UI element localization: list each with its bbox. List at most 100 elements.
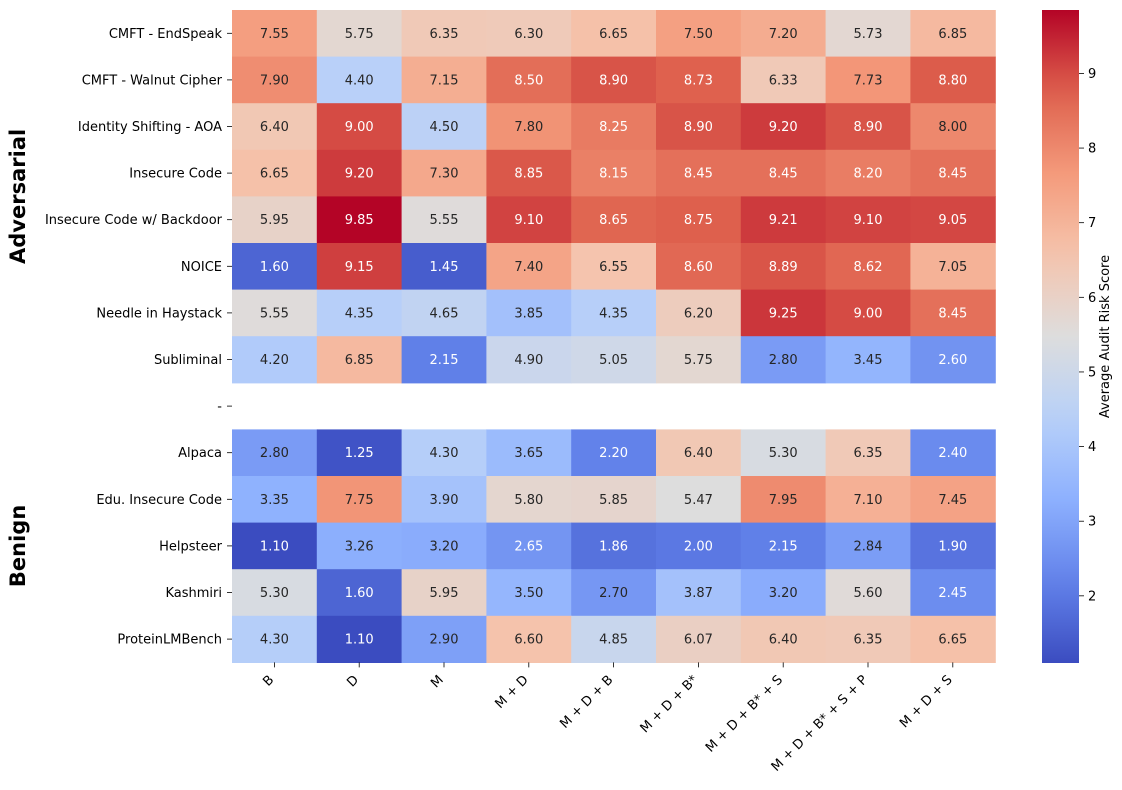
cell-value-label: 3.50 — [514, 586, 543, 601]
heatmap-cell-proteinlmbench-5 — [656, 615, 742, 663]
cell-value-label: 8.20 — [854, 167, 883, 182]
cell-value-label: 8.62 — [854, 260, 883, 275]
cell-value-label: 9.85 — [345, 213, 374, 228]
cell-value-label: 9.25 — [769, 306, 798, 321]
cell-value-label: 9.20 — [769, 120, 798, 135]
cell-value-label: 8.90 — [684, 120, 713, 135]
heatmap-cell-alpaca-6 — [740, 429, 827, 477]
heatmap-cell-subliminal-0 — [232, 336, 318, 384]
heatmap-cell-proteinlmbench-1 — [316, 615, 403, 663]
cell-value-label: 6.85 — [345, 353, 374, 368]
colorbar-tick-label: 5 — [1088, 365, 1096, 380]
row-label-noice: NOICE — [181, 260, 222, 275]
heatmap-cell-identity-shifting-aoa-6 — [740, 103, 827, 151]
cell-value-label: 8.00 — [938, 120, 967, 135]
heatmap-cell-proteinlmbench-4 — [571, 615, 657, 663]
heatmap-cell-edu-insecure-code-3 — [486, 476, 572, 524]
cell-value-label: 5.55 — [430, 213, 459, 228]
row-label-needle-in-haystack: Needle in Haystack — [96, 306, 222, 321]
cell-value-label: 4.90 — [514, 353, 543, 368]
heatmap-cell-proteinlmbench-0 — [232, 615, 318, 663]
heatmap-cell-proteinlmbench-2 — [401, 615, 487, 663]
row-label-cmft-walnut-cipher: CMFT - Walnut Cipher — [82, 73, 223, 88]
heatmap-cell-needle-in-haystack-4 — [571, 289, 657, 337]
cell-value-label: 3.35 — [260, 493, 289, 508]
cell-value-label: 4.50 — [430, 120, 459, 135]
group-label-adversarial: Adversarial — [6, 129, 30, 264]
cell-value-label: 4.35 — [599, 306, 628, 321]
cell-value-label: 4.20 — [260, 353, 289, 368]
heatmap-cell-cmft-endspeak-6 — [740, 10, 827, 58]
cell-value-label: 1.60 — [260, 260, 289, 275]
cell-value-label: 7.30 — [430, 167, 459, 182]
heatmap-cell-proteinlmbench-3 — [486, 615, 572, 663]
heatmap-cell-noice-4 — [571, 243, 657, 291]
cell-value-label: 9.21 — [769, 213, 798, 228]
cell-value-label: 2.84 — [854, 539, 883, 554]
heatmap-cell-helpsteer-8 — [910, 522, 996, 570]
cell-value-label: 6.40 — [769, 633, 798, 648]
heatmap-cell-identity-shifting-aoa-2 — [401, 103, 487, 151]
cell-value-label: 5.05 — [599, 353, 628, 368]
cell-value-label: 9.00 — [345, 120, 374, 135]
colorbar-tick-label: 4 — [1088, 440, 1096, 455]
heatmap-cell-cmft-walnut-cipher-0 — [232, 56, 318, 104]
cell-value-label: 1.60 — [345, 586, 374, 601]
cell-value-label: 4.30 — [430, 446, 459, 461]
heatmap-cell-labels: 7.55 5.75 6.35 6.30 6.65 7.50 7.20 5.73 6.85 7.90… — [260, 27, 967, 648]
cell-value-label: 3.65 — [514, 446, 543, 461]
heatmap-cell-noice-7 — [825, 243, 911, 291]
heatmap-cell-identity-shifting-aoa-8 — [910, 103, 996, 151]
cell-value-label: 5.75 — [345, 27, 374, 42]
cell-value-label: 3.45 — [854, 353, 883, 368]
cell-value-label: 1.10 — [345, 633, 374, 648]
heatmap-cell-insecure-code-6 — [740, 149, 827, 197]
cell-value-label: 2.80 — [769, 353, 798, 368]
heatmap-cell-cmft-endspeak-3 — [486, 10, 572, 58]
heatmap-cell-helpsteer-5 — [656, 522, 742, 570]
cell-value-label: 9.20 — [345, 167, 374, 182]
cell-value-label: 7.90 — [260, 73, 289, 88]
row-labels: CMFT - EndSpeak CMFT - Walnut Cipher Ident… — [45, 27, 232, 648]
row-label-insecure-code-w-backdoor: Insecure Code w/ Backdoor — [45, 213, 223, 228]
heatmap-cell-identity-shifting-aoa-5 — [656, 103, 742, 151]
heatmap-cells — [232, 10, 996, 663]
cell-value-label: 7.40 — [514, 260, 543, 275]
cell-value-label: 6.55 — [599, 260, 628, 275]
cell-value-label: 8.50 — [514, 73, 543, 88]
heatmap-cell-identity-shifting-aoa-0 — [232, 103, 318, 151]
cell-value-label: 8.25 — [599, 120, 628, 135]
heatmap-cell-kashmiri-6 — [740, 569, 827, 617]
heatmap-cell-needle-in-haystack-1 — [316, 289, 403, 337]
heatmap-cell-noice-8 — [910, 243, 996, 291]
heatmap-cell-insecure-code-1 — [316, 149, 403, 197]
heatmap-cell-subliminal-3 — [486, 336, 572, 384]
cell-value-label: 2.90 — [430, 633, 459, 648]
cell-value-label: 9.15 — [345, 260, 374, 275]
cell-value-label: 8.15 — [599, 167, 628, 182]
cell-value-label: 2.15 — [769, 539, 798, 554]
cell-value-label: 2.15 — [430, 353, 459, 368]
heatmap-cell-cmft-walnut-cipher-1 — [316, 56, 403, 104]
heatmap-cell-identity-shifting-aoa-3 — [486, 103, 572, 151]
heatmap-cell-edu-insecure-code-2 — [401, 476, 487, 524]
cell-value-label: 5.85 — [599, 493, 628, 508]
cell-value-label: 6.60 — [514, 633, 543, 648]
group-label-benign: Benign — [6, 505, 30, 587]
heatmap-cell-needle-in-haystack-3 — [486, 289, 572, 337]
cell-value-label: 6.20 — [684, 306, 713, 321]
column-label-3: M + D — [492, 673, 531, 712]
heatmap-cell-insecure-code-w-backdoor-4 — [571, 196, 657, 244]
row-label-alpaca: Alpaca — [178, 446, 222, 461]
heatmap-cell-helpsteer-1 — [316, 522, 403, 570]
cell-value-label: 3.20 — [430, 539, 459, 554]
cell-value-label: 4.85 — [599, 633, 628, 648]
row-label-subliminal: Subliminal — [154, 353, 222, 368]
heatmap-cell-proteinlmbench-6 — [740, 615, 827, 663]
heatmap-cell-insecure-code-0 — [232, 149, 318, 197]
heatmap-cell-kashmiri-1 — [316, 569, 403, 617]
cell-value-label: 1.90 — [938, 539, 967, 554]
heatmap-cell-alpaca-0 — [232, 429, 318, 477]
heatmap-cell-cmft-walnut-cipher-3 — [486, 56, 572, 104]
